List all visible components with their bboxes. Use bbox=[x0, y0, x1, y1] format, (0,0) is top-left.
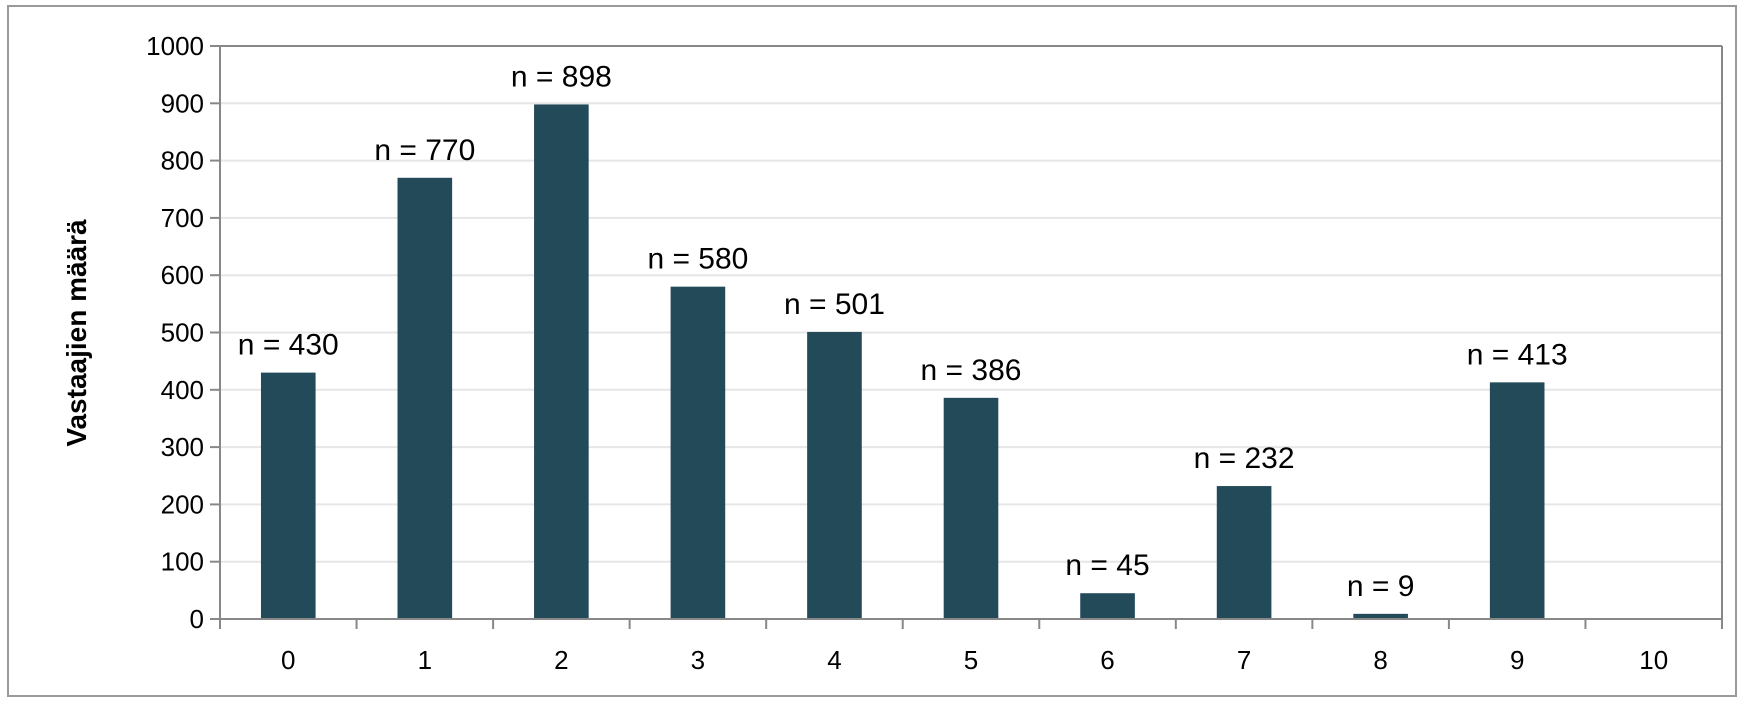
bars bbox=[260, 104, 1545, 620]
y-tick-label-6: 600 bbox=[161, 260, 204, 290]
x-tick-label-2: 2 bbox=[554, 645, 568, 675]
x-tick-label-8: 8 bbox=[1373, 645, 1387, 675]
data-label-0: n = 430 bbox=[238, 329, 339, 362]
y-tick-label-1: 100 bbox=[161, 547, 204, 577]
bar-5 bbox=[943, 397, 999, 619]
x-tick-label-7: 7 bbox=[1237, 645, 1251, 675]
y-tick-label-9: 900 bbox=[161, 88, 204, 118]
bar-6 bbox=[1080, 593, 1135, 619]
x-tick-label-6: 6 bbox=[1100, 645, 1114, 675]
bar-7 bbox=[1216, 486, 1272, 619]
x-tick-label-1: 1 bbox=[418, 645, 432, 675]
y-tick-label-0: 0 bbox=[190, 604, 204, 634]
data-label-4: n = 501 bbox=[784, 288, 885, 321]
data-label-7: n = 232 bbox=[1194, 442, 1295, 475]
y-tick-labels: 0 100 200 300 400 500 600 700 800 900 1000 bbox=[146, 31, 204, 634]
data-label-8: n = 9 bbox=[1347, 570, 1415, 603]
bar-4 bbox=[807, 331, 862, 619]
x-tick-label-0: 0 bbox=[281, 645, 295, 675]
x-tick-label-3: 3 bbox=[691, 645, 705, 675]
y-tick-label-10: 1000 bbox=[146, 31, 204, 61]
y-tick-label-7: 700 bbox=[161, 203, 204, 233]
data-label-5: n = 386 bbox=[921, 354, 1022, 387]
bar-3 bbox=[670, 286, 726, 619]
y-tick-label-8: 800 bbox=[161, 146, 204, 176]
bar-2 bbox=[534, 104, 589, 620]
data-labels: n = 430 n = 770 n = 898 n = 580 n = 501 n = 3… bbox=[238, 60, 1568, 602]
y-tick-label-4: 400 bbox=[161, 375, 204, 405]
data-label-3: n = 580 bbox=[647, 243, 748, 276]
bar-0 bbox=[260, 372, 316, 619]
bar-8 bbox=[1353, 613, 1408, 619]
bar-9 bbox=[1489, 382, 1545, 619]
x-tick-label-5: 5 bbox=[964, 645, 978, 675]
y-tick-label-5: 500 bbox=[161, 318, 204, 348]
data-label-9: n = 413 bbox=[1467, 338, 1568, 371]
y-tick-label-3: 300 bbox=[161, 432, 204, 462]
y-tick-label-2: 200 bbox=[161, 489, 204, 519]
bar-1 bbox=[397, 177, 453, 620]
x-tick-label-9: 9 bbox=[1510, 645, 1524, 675]
data-label-6: n = 45 bbox=[1065, 549, 1149, 582]
x-tick-label-4: 4 bbox=[827, 645, 841, 675]
data-label-2: n = 898 bbox=[511, 60, 612, 93]
x-tick-label-10: 10 bbox=[1639, 645, 1668, 675]
x-tick-labels: 0 1 2 3 4 5 6 7 8 9 10 bbox=[281, 645, 1668, 675]
y-axis-title: Vastaajien määrä bbox=[61, 219, 92, 447]
data-label-1: n = 770 bbox=[374, 134, 475, 167]
axes bbox=[210, 45, 1723, 629]
